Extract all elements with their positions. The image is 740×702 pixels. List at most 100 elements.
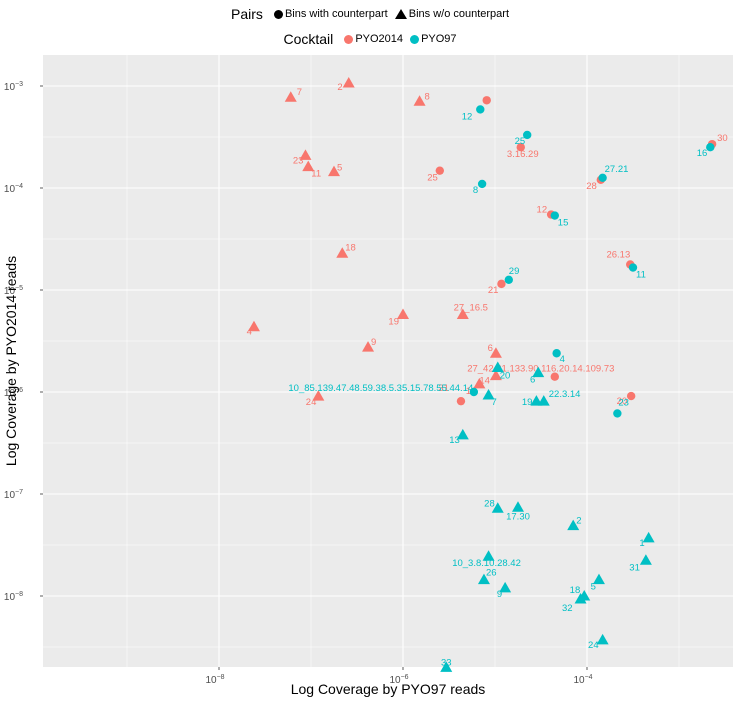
point-label: 33 [441,657,452,668]
point-label: 9 [371,337,376,348]
triangle-marker-icon [482,389,495,400]
point-label: 28 [586,181,597,192]
triangle-marker-icon [491,502,504,513]
point-label: 19 [388,316,399,327]
pyo97-point-11: 11 [628,263,646,281]
circle-marker-icon [435,166,444,175]
pyo97-point-12: 12 [462,105,485,122]
circle-marker-icon [598,173,607,182]
y-axis-title: Log Coverage by PYO2014 reads [3,256,19,466]
triangle-marker-icon [284,91,297,102]
triangle-marker-icon [362,341,375,352]
point-label: 27.21 [605,164,629,175]
triangle-marker-icon [336,247,349,258]
pyo2014-point-9: 9 [362,337,376,352]
pyo97-point-13: 13 [449,428,469,446]
point-label: 20 [500,371,511,382]
pyo2014-point-31: 31 [438,383,466,406]
legend-cocktail: Cocktail PYO2014 PYO97 [0,31,740,47]
point-label: 2 [337,82,342,93]
pyo2014-point-11: 11 [302,160,321,180]
triangle-marker-icon [489,347,502,358]
y-tick-label: 10−4 [4,183,23,195]
circle-marker-icon [706,143,715,152]
pyo2014-color-icon [344,34,354,44]
circle-marker-icon [523,130,532,140]
circle-marker-icon [550,372,559,381]
gridlines [43,55,733,667]
point-label: 31 [629,562,640,573]
circle-marker-icon [469,387,479,397]
point-label: 31 [438,383,449,394]
point-label: 25 [515,136,526,147]
triangle-marker-icon [299,149,312,160]
point-label: 5 [337,163,342,174]
pyo2014-point-8: 8 [413,91,430,106]
pyo2014-point-2: 2 [337,76,355,93]
y-tick-label: 10−3 [4,81,23,93]
circle-marker-icon [482,96,491,105]
triangle-marker-icon [302,160,315,172]
legend-cocktail-item-pyo2014: PYO2014 [355,33,404,45]
point-label: 26.13 [606,250,630,261]
pyo97-point-29: 29 [504,266,520,284]
point-label: 2 [576,516,581,527]
pyo97-point-31: 31 [629,554,652,573]
triangle-marker-icon [512,501,524,512]
point-label: 4 [247,327,252,338]
legend-pairs: Pairs Bins with counterpart Bins w/o cou… [0,6,740,22]
plot-panel [43,55,733,667]
point-label: 29 [509,266,520,277]
triangle-marker-icon [456,308,469,319]
circle-marker-icon [552,349,561,358]
x-tick-label: 10−8 [205,674,224,686]
point-label: 9 [497,589,502,600]
triangle-marker-icon [473,377,486,389]
triangle-marker-icon [596,633,609,645]
pyo97-point-6: 6 [530,366,545,386]
pyo2014-point-4: 4 [247,320,260,338]
point-label: 10_3.8.10.28.42 [452,558,521,569]
triangle-marker-icon [489,369,502,381]
point-label: 6 [488,343,493,354]
pyo97-point-7: 7 [482,389,497,408]
point-label: 32 [562,603,573,614]
pyo2014-point-27_42.21.133.90.116.20.14.109.73: 27_42.21.133.90.116.20.14.109.73 [467,364,614,381]
pyo2014-point-7: 7 [284,87,302,102]
point-label: 12 [462,111,473,122]
point-label: 26 [486,568,497,579]
triangle-marker-icon [567,519,580,531]
circle-marker-icon [477,179,487,189]
point-label: 1 [639,538,644,549]
pyo97-point-25: 25 [515,130,532,147]
y-tick-label: 10−8 [4,591,23,603]
pyo2014-point-27_16.5: 27_16.5 [454,302,488,319]
point-label: 15 [558,218,569,229]
y-tick-label: 10−7 [4,489,23,501]
pyo97-point-15: 15 [550,211,569,229]
legend-pairs-title: Pairs [230,6,263,22]
pyo2014-point-23: 23 [293,149,312,166]
pyo97-point-24: 24 [588,633,609,651]
pyo97-point-32: 32 [562,593,587,614]
pyo97-point-1: 1 [639,531,655,549]
pyo97-point-33: 33 [440,657,453,672]
triangle-marker-icon [247,320,260,332]
legend-pairs-item-with: Bins with counterpart [284,8,388,20]
point-label: 7 [297,87,302,98]
circle-marker-icon [613,409,622,418]
pyo97-point-10_85.139.47.48.59.38.5.35.15.78.55.44.14: 10_85.139.47.48.59.38.5.35.15.78.55.44.1… [288,383,479,397]
pyo97-point-5: 5 [591,573,605,593]
circle-marker-icon [516,143,525,152]
triangle-shape-icon [394,9,407,19]
triangle-marker-icon [499,581,512,593]
point-label: 21 [488,285,499,296]
point-label: 12 [537,205,548,216]
pyo97-point-2: 2 [567,516,581,531]
circle-marker-icon [476,105,485,114]
point-label: 18 [570,585,581,596]
point-label: 23 [618,397,629,408]
triangle-marker-icon [642,531,655,543]
pyo97-point-23: 23 [613,397,629,418]
x-axis-title: Log Coverage by PYO97 reads [291,681,486,697]
